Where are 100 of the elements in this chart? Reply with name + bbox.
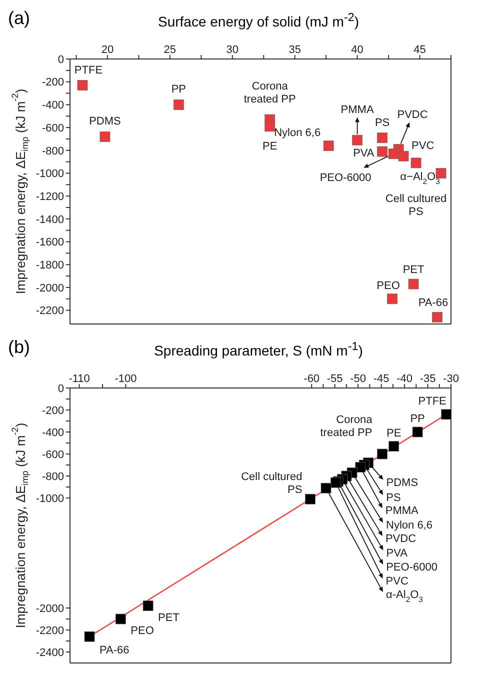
- y-tick-label: 0: [58, 54, 64, 66]
- annotation: PP: [410, 413, 425, 425]
- y-tick-label: -200: [42, 76, 64, 89]
- point: [436, 168, 446, 178]
- point: [77, 80, 88, 90]
- annotation: Cell cultured PS: [241, 471, 302, 496]
- annotation: PVC: [412, 140, 434, 152]
- point: [398, 150, 409, 162]
- annotation: PEO: [130, 625, 154, 637]
- annotation: PEO-6000: [386, 562, 438, 574]
- annotation: PMMA: [385, 505, 420, 518]
- x-tick-label: -100: [114, 373, 137, 385]
- annotation: PS: [386, 492, 401, 504]
- x-tick-label: -45: [373, 373, 390, 385]
- x-axis-title: Surface energy of solid (mJ m$^{-2}$): [156, 11, 360, 30]
- annotation: Corona treated PP: [244, 80, 296, 106]
- x-tick-label: -40: [396, 373, 412, 385]
- y-tick-label: -600: [42, 448, 64, 461]
- point: [115, 614, 126, 624]
- point: [84, 631, 95, 642]
- x-tick-label: 35: [288, 44, 301, 56]
- x-tick-label: -35: [420, 373, 436, 385]
- x-tick-label: 45: [414, 44, 426, 56]
- y-tick-label: -2200: [36, 624, 64, 637]
- point: [377, 448, 388, 460]
- x-tick-label: -55: [326, 373, 343, 385]
- point: [432, 312, 442, 322]
- point: [408, 278, 419, 290]
- y-tick-label: -2400: [36, 646, 64, 659]
- annotation: PMMA: [340, 104, 374, 116]
- point: [388, 441, 400, 452]
- point: [387, 294, 398, 304]
- annotation: PET: [402, 264, 424, 276]
- x-axis-title: Spreading parameter, S (mN m$^{-1}$): [153, 340, 364, 359]
- annotation: PVA: [353, 148, 375, 160]
- point: [323, 140, 334, 152]
- annotation: Corona treated PP: [320, 414, 374, 439]
- point: [320, 482, 332, 494]
- y-tick-label: -1200: [36, 190, 64, 203]
- point: [264, 121, 276, 132]
- point: [305, 494, 316, 504]
- annotation: PE: [386, 427, 402, 440]
- annotation: PEO: [376, 280, 400, 292]
- annotation: PEO-6000: [320, 172, 372, 184]
- x-tick-label: 25: [164, 44, 176, 56]
- x-tick-label: 40: [351, 44, 364, 56]
- annotation: PTFE: [74, 64, 103, 76]
- x-tick-label: 30: [226, 44, 239, 56]
- point: [388, 148, 399, 160]
- x-tick-label: -30: [443, 373, 459, 385]
- y-tick-label: -2000: [36, 602, 64, 615]
- y-tick-label: -2200: [36, 305, 64, 318]
- annotation: PDMS: [89, 116, 121, 128]
- y-tick-label: -400: [42, 426, 64, 439]
- annotation: PVC: [386, 576, 408, 588]
- point: [142, 600, 154, 611]
- point: [173, 99, 184, 110]
- y-tick-label: -1400: [36, 214, 64, 226]
- annotation: PA-66: [418, 297, 448, 310]
- annotation: α-Al$_{2}$O$_{3}$: [386, 589, 423, 604]
- y-tick-label: -1600: [36, 236, 64, 249]
- y-tick-label: -1000: [36, 168, 64, 180]
- x-tick-label: -60: [304, 373, 320, 385]
- point: [355, 462, 366, 472]
- annotation: PDMS: [386, 476, 418, 489]
- point: [330, 477, 341, 488]
- y-tick-label: -2000: [36, 282, 64, 294]
- y-tick-label: -800: [42, 145, 64, 158]
- point: [441, 409, 451, 420]
- annotation: PVA: [386, 547, 408, 560]
- point: [412, 426, 423, 438]
- chart-title: (b): [8, 337, 30, 358]
- point: [377, 132, 388, 144]
- x-tick-label: -50: [350, 373, 366, 385]
- annotation: Nylon 6,6: [386, 520, 433, 532]
- y-tick-label: -800: [42, 470, 64, 483]
- point: [100, 131, 110, 142]
- point: [410, 158, 422, 168]
- annotation: PP: [171, 84, 186, 96]
- y-tick-label: -1800: [36, 260, 64, 272]
- annotation: PA-66: [100, 644, 130, 657]
- annotation: PET: [158, 612, 180, 624]
- point: [352, 134, 363, 146]
- annotation: PVDC: [397, 109, 428, 122]
- annotation: Cell cultured PS: [385, 193, 447, 218]
- chart-title: (a): [8, 8, 30, 29]
- y-tick-label: -1000: [36, 492, 64, 505]
- annotation: Nylon 6,6: [274, 126, 321, 139]
- annotation: PS: [374, 116, 390, 129]
- annotation: PVDC: [385, 533, 416, 545]
- y-tick-label: -200: [42, 404, 64, 417]
- y-tick-label: -600: [42, 122, 64, 134]
- annotation: PE: [262, 140, 278, 152]
- y-tick-label: 0: [58, 382, 64, 395]
- x-tick-label: 20: [101, 44, 114, 56]
- y-tick-label: -400: [42, 100, 64, 112]
- x-tick-label: -110: [68, 373, 90, 385]
- point: [377, 146, 388, 157]
- annotation: α−Al$_{2}$O$_{3}$: [400, 170, 440, 186]
- annotation: PTFE: [418, 395, 446, 408]
